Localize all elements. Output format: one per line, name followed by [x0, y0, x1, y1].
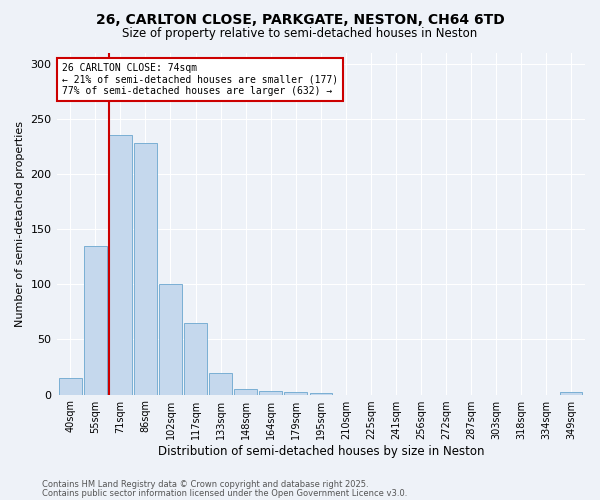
Text: 26, CARLTON CLOSE, PARKGATE, NESTON, CH64 6TD: 26, CARLTON CLOSE, PARKGATE, NESTON, CH6…: [95, 12, 505, 26]
Bar: [84, 246, 107, 394]
Bar: [560, 392, 583, 394]
Text: Size of property relative to semi-detached houses in Neston: Size of property relative to semi-detach…: [122, 28, 478, 40]
Text: 26 CARLTON CLOSE: 74sqm
← 21% of semi-detached houses are smaller (177)
77% of s: 26 CARLTON CLOSE: 74sqm ← 21% of semi-de…: [62, 63, 338, 96]
Text: Contains public sector information licensed under the Open Government Licence v3: Contains public sector information licen…: [42, 488, 407, 498]
Bar: [209, 372, 232, 394]
Bar: [184, 323, 207, 394]
Bar: [134, 143, 157, 395]
Bar: [284, 392, 307, 394]
Text: Contains HM Land Registry data © Crown copyright and database right 2025.: Contains HM Land Registry data © Crown c…: [42, 480, 368, 489]
Bar: [59, 378, 82, 394]
Y-axis label: Number of semi-detached properties: Number of semi-detached properties: [15, 120, 25, 326]
Bar: [109, 136, 131, 394]
X-axis label: Distribution of semi-detached houses by size in Neston: Distribution of semi-detached houses by …: [158, 444, 484, 458]
Bar: [159, 284, 182, 395]
Bar: [259, 392, 282, 394]
Bar: [235, 389, 257, 394]
